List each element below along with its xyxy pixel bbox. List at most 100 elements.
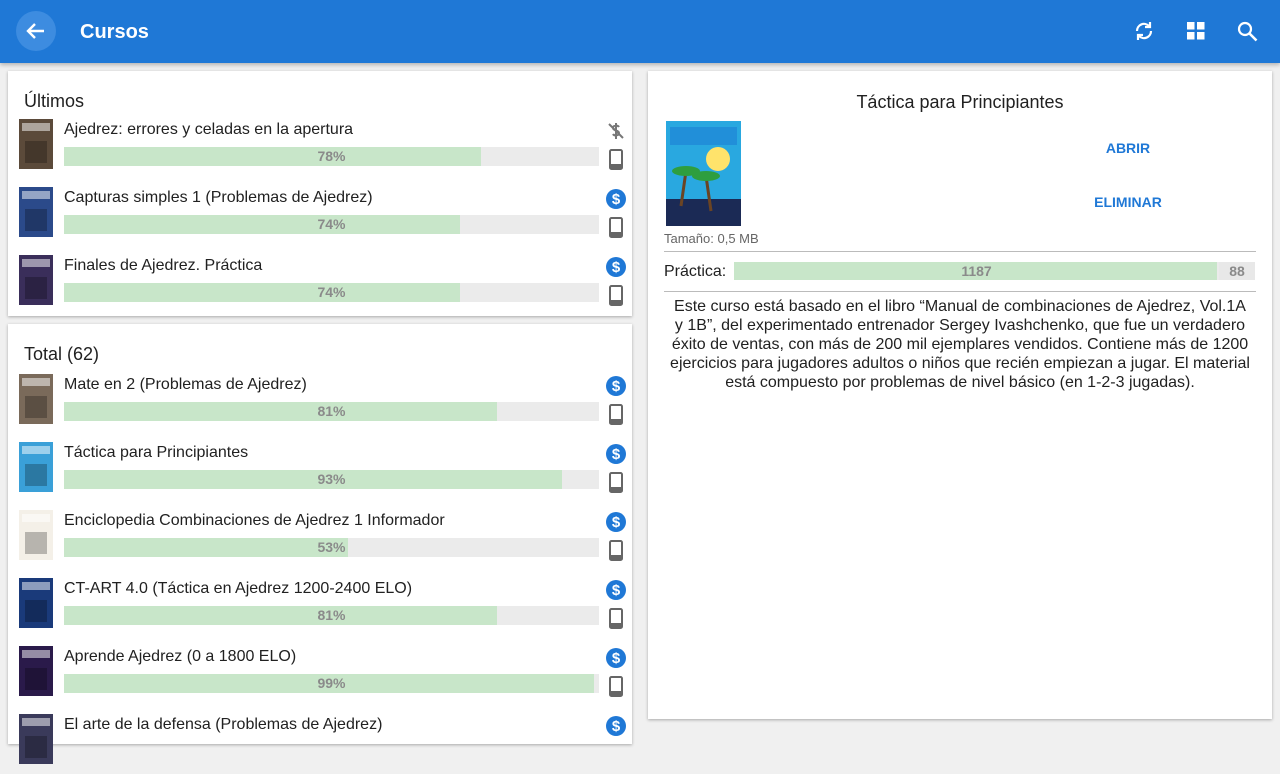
open-button[interactable]: ABRIR	[1105, 140, 1151, 156]
paid-icon: $	[606, 580, 626, 600]
course-cover	[19, 646, 53, 696]
course-item[interactable]: Táctica para Principiantes $93%	[8, 442, 632, 502]
progress-fill	[64, 538, 348, 557]
course-title: Mate en 2 (Problemas de Ajedrez)	[64, 376, 307, 393]
progress-fill	[64, 606, 498, 625]
device-icon	[609, 285, 623, 306]
paid-icon: $	[606, 512, 626, 532]
progress-label: 81%	[317, 403, 346, 419]
practice-remaining	[1219, 262, 1255, 280]
course-item[interactable]: Ajedrez: errores y celadas en la apertur…	[8, 119, 632, 179]
progress-bar: 74%	[64, 215, 599, 234]
course-title: Táctica para Principiantes	[64, 444, 249, 461]
app-bar: Cursos	[0, 0, 1280, 63]
svg-text:$: $	[612, 446, 621, 463]
paid-icon: $	[606, 189, 626, 209]
svg-text:$: $	[612, 582, 621, 599]
progress-label: 74%	[317, 216, 346, 232]
course-item[interactable]: Mate en 2 (Problemas de Ajedrez) $81%	[8, 374, 632, 434]
progress-label: 78%	[317, 148, 346, 164]
course-title: Finales de Ajedrez. Práctica	[64, 257, 263, 274]
course-title: Capturas simples 1 (Problemas de Ajedrez…	[64, 189, 373, 206]
course-title: Ajedrez: errores y celadas en la apertur…	[64, 121, 354, 138]
course-cover	[19, 187, 53, 237]
svg-text:$: $	[612, 191, 621, 208]
device-icon	[609, 472, 623, 493]
progress-bar: 74%	[64, 283, 599, 302]
device-icon	[609, 608, 623, 629]
course-cover	[19, 510, 53, 560]
svg-text:$: $	[612, 378, 621, 395]
progress-fill	[64, 283, 460, 302]
paid-icon: $	[606, 376, 626, 396]
progress-fill	[64, 470, 562, 489]
device-icon	[609, 676, 623, 697]
delete-button[interactable]: ELIMINAR	[1094, 194, 1162, 210]
progress-bar: 93%	[64, 470, 599, 489]
detail-title: Táctica para Principiantes	[856, 92, 1064, 112]
course-cover	[19, 255, 53, 305]
divider	[664, 291, 1256, 292]
svg-text:$: $	[612, 259, 621, 276]
device-icon	[609, 149, 623, 170]
back-button[interactable]	[16, 11, 56, 51]
progress-label: 93%	[317, 471, 346, 487]
course-title: Aprende Ajedrez (0 a 1800 ELO)	[64, 648, 297, 665]
course-item[interactable]: El arte de la defensa (Problemas de Ajed…	[8, 714, 632, 774]
remaining-count: 88	[1229, 263, 1245, 279]
progress-bar: 78%	[64, 147, 599, 166]
course-title: El arte de la defensa (Problemas de Ajed…	[64, 716, 383, 733]
course-item[interactable]: Aprende Ajedrez (0 a 1800 ELO) $99%	[8, 646, 632, 706]
course-cover	[19, 442, 53, 492]
progress-bar: 53%	[64, 538, 599, 557]
section-title: Total (62)	[24, 344, 100, 364]
course-title: CT-ART 4.0 (Táctica en Ajedrez 1200-2400…	[64, 580, 413, 597]
recent-card	[8, 71, 632, 316]
course-item[interactable]: Finales de Ajedrez. Práctica $74%	[8, 255, 632, 315]
practice-label: Práctica:	[664, 263, 727, 280]
paid-icon: $	[606, 444, 626, 464]
svg-text:$: $	[612, 650, 621, 667]
progress-label: 53%	[317, 539, 346, 555]
device-icon	[609, 217, 623, 238]
device-icon	[609, 540, 623, 561]
divider	[664, 251, 1256, 252]
practice-bar: 1187 88	[734, 262, 1255, 280]
cover	[666, 121, 741, 226]
progress-bar: 81%	[64, 402, 599, 421]
practice-solved	[734, 262, 1218, 280]
search-button[interactable]	[1237, 21, 1259, 43]
free-icon	[608, 123, 624, 139]
paid-icon: $	[606, 716, 626, 736]
course-item[interactable]: Enciclopedia Combinaciones de Ajedrez 1 …	[8, 510, 632, 570]
progress-fill	[64, 674, 594, 693]
progress-label: 74%	[317, 284, 346, 300]
course-cover	[19, 374, 53, 424]
description: Este curso está basado en el libro “Manu…	[670, 298, 1250, 391]
app-title: Cursos	[80, 21, 149, 43]
paid-icon: $	[606, 257, 626, 277]
progress-fill	[64, 215, 460, 234]
svg-text:$: $	[612, 514, 621, 531]
detail-card: Táctica para Principiantes ABRIR ELIMINA…	[648, 71, 1272, 719]
course-cover	[19, 578, 53, 628]
course-title: Enciclopedia Combinaciones de Ajedrez 1 …	[64, 512, 445, 529]
paid-icon: $	[606, 648, 626, 668]
course-cover	[19, 714, 53, 764]
sync-button[interactable]	[1132, 19, 1156, 43]
size-label: Tamaño: 0,5 MB	[664, 231, 759, 246]
course-item[interactable]: CT-ART 4.0 (Táctica en Ajedrez 1200-2400…	[8, 578, 632, 638]
progress-label: 81%	[317, 607, 346, 623]
grid-button[interactable]	[1186, 21, 1206, 41]
section-title: Últimos	[24, 91, 85, 111]
course-item[interactable]: Capturas simples 1 (Problemas de Ajedrez…	[8, 187, 632, 247]
progress-bar: 81%	[64, 606, 599, 625]
progress-label: 99%	[317, 675, 346, 691]
course-cover	[19, 119, 53, 169]
solved-count: 1187	[961, 263, 992, 279]
progress-fill	[64, 147, 482, 166]
progress-bar: 99%	[64, 674, 599, 693]
device-icon	[609, 404, 623, 425]
progress-fill	[64, 402, 498, 421]
